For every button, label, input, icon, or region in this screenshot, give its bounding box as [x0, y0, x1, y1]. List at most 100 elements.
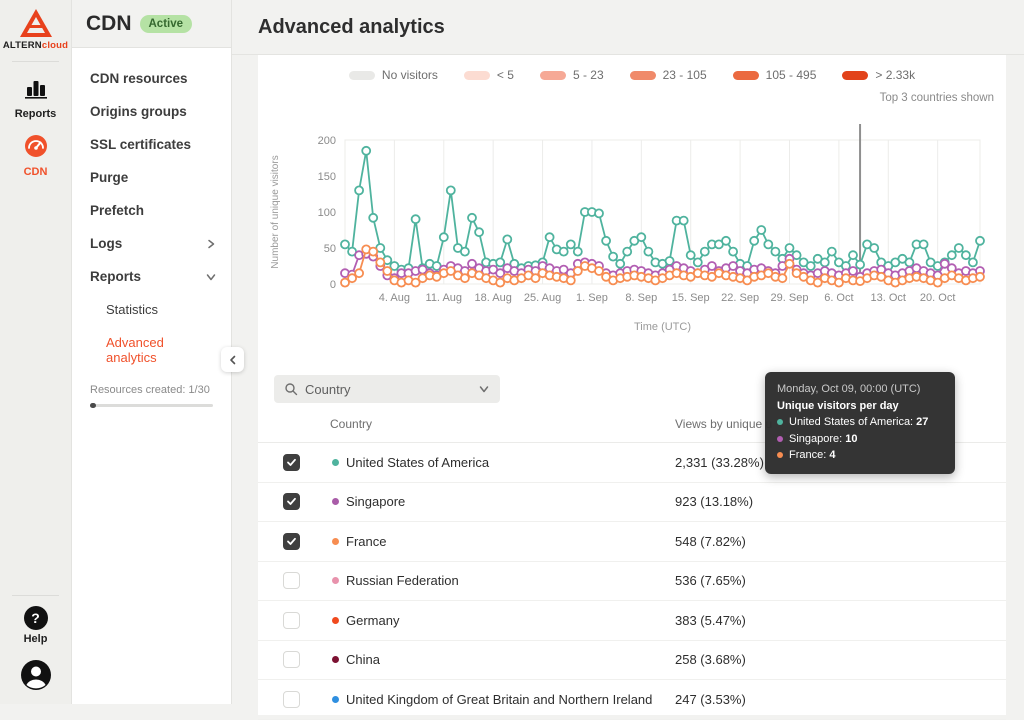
svg-text:22. Sep: 22. Sep	[721, 292, 759, 304]
country-color-dot	[332, 498, 339, 505]
country-name: France	[346, 534, 675, 549]
sidebar-item-statistics[interactable]: Statistics	[72, 293, 231, 326]
legend-item: 23 - 105	[630, 68, 707, 82]
brand-logo: ALTERNcloud	[0, 0, 71, 51]
check-icon	[286, 536, 297, 547]
row-checkbox[interactable]	[283, 651, 300, 668]
country-color-dot	[332, 656, 339, 663]
svg-text:100: 100	[318, 207, 336, 219]
rail-divider	[12, 595, 59, 596]
visitors-legend: No visitors < 5 5 - 23 23 - 105 105 - 49…	[258, 55, 1006, 82]
legend-label: < 5	[497, 68, 514, 82]
country-filter-dropdown[interactable]: Country	[274, 375, 500, 403]
country-name: China	[346, 652, 675, 667]
help-label: Help	[0, 633, 71, 645]
legend-color-pill	[540, 71, 566, 80]
sidebar-item-origins-groups[interactable]: Origins groups	[72, 95, 231, 128]
table-row[interactable]: United Kingdom of Great Britain and Nort…	[258, 680, 1006, 720]
check-icon	[286, 457, 297, 468]
row-checkbox[interactable]	[283, 493, 300, 510]
svg-text:4. Aug: 4. Aug	[379, 292, 410, 304]
top-countries-note: Top 3 countries shown	[258, 82, 1006, 104]
table-row[interactable]: France 548 (7.82%)	[258, 522, 1006, 562]
unique-visitors-chart[interactable]: 4. Aug 11. Aug 18. Aug 25. Aug 1. Sep 8. Sep 1…	[258, 106, 1006, 343]
sidebar-item-purge[interactable]: Purge	[72, 161, 231, 194]
chevron-right-icon	[205, 238, 217, 250]
chevron-down-icon	[478, 383, 490, 395]
svg-text:1. Sep: 1. Sep	[576, 292, 608, 304]
svg-text:18. Aug: 18. Aug	[475, 292, 512, 304]
check-icon	[286, 496, 297, 507]
legend-label: 5 - 23	[573, 68, 604, 82]
legend-color-pill	[842, 71, 868, 80]
sidebar-item-cdn-resources[interactable]: CDN resources	[72, 62, 231, 95]
sidebar-title: CDN	[86, 12, 132, 36]
svg-text:50: 50	[324, 243, 336, 255]
country-name: Germany	[346, 613, 675, 628]
sidebar-item-ssl-certificates[interactable]: SSL certificates	[72, 128, 231, 161]
svg-text:150: 150	[318, 171, 336, 183]
sidebar-collapse-button[interactable]	[221, 347, 244, 372]
legend-color-pill	[464, 71, 490, 80]
brand-logo-text: ALTERNcloud	[0, 40, 71, 51]
table-row[interactable]: Germany 383 (5.47%)	[258, 601, 1006, 641]
resources-created-note: Resources created: 1/30	[72, 374, 231, 396]
legend-color-pill	[349, 71, 375, 80]
svg-text:Time (UTC): Time (UTC)	[634, 321, 691, 333]
row-checkbox[interactable]	[283, 691, 300, 708]
svg-text:13. Oct: 13. Oct	[871, 292, 906, 304]
help-icon[interactable]: ?	[24, 606, 48, 630]
tooltip-series-dot	[777, 452, 783, 458]
row-checkbox[interactable]	[283, 572, 300, 589]
country-views-value: 923 (13.18%)	[675, 494, 1006, 509]
column-header-country: Country	[258, 417, 675, 431]
country-name: United States of America	[346, 455, 675, 470]
tooltip-series-row: Singapore: 10	[777, 431, 943, 448]
tooltip-series-label: United States of America: 27	[789, 414, 928, 431]
country-views-value: 247 (3.53%)	[675, 692, 1006, 707]
legend-item: No visitors	[349, 68, 438, 82]
resources-progress-fill	[90, 403, 96, 408]
tooltip-series-dot	[777, 419, 783, 425]
svg-text:25. Aug: 25. Aug	[524, 292, 561, 304]
legend-color-pill	[630, 71, 656, 80]
legend-item: > 2.33k	[842, 68, 915, 82]
icon-rail: ALTERNcloud Reports CDN ? Help	[0, 0, 72, 704]
country-name: Singapore	[346, 494, 675, 509]
svg-text:200: 200	[318, 135, 336, 147]
cdn-sidebar: CDN Active CDN resources Origins groups …	[72, 0, 232, 704]
country-name: Russian Federation	[346, 573, 675, 588]
chevron-down-icon	[205, 271, 217, 283]
svg-text:11. Aug: 11. Aug	[426, 292, 463, 304]
legend-item: 105 - 495	[733, 68, 817, 82]
rail-item-reports[interactable]: Reports	[0, 72, 71, 128]
legend-label: > 2.33k	[875, 68, 915, 82]
tooltip-series-label: France: 4	[789, 447, 835, 464]
sidebar-item-prefetch[interactable]: Prefetch	[72, 194, 231, 227]
sidebar-item-logs[interactable]: Logs	[72, 227, 231, 260]
page-header: Advanced analytics	[232, 0, 1024, 55]
table-row[interactable]: Russian Federation 536 (7.65%)	[258, 562, 1006, 602]
rail-item-cdn[interactable]: CDN	[0, 128, 71, 186]
sidebar-item-advanced-analytics[interactable]: Advanced analytics	[72, 326, 231, 374]
tooltip-series-dot	[777, 436, 783, 442]
tooltip-series-label: Singapore: 10	[789, 431, 858, 448]
sidebar-menu: CDN resources Origins groups SSL certifi…	[72, 48, 231, 374]
tooltip-series-row: France: 4	[777, 447, 943, 464]
table-row[interactable]: China 258 (3.68%)	[258, 641, 1006, 681]
resources-progress-bar	[90, 404, 213, 407]
svg-text:8. Sep: 8. Sep	[625, 292, 657, 304]
bar-chart-icon	[23, 78, 49, 100]
row-checkbox[interactable]	[283, 612, 300, 629]
table-row[interactable]: Singapore 923 (13.18%)	[258, 483, 1006, 523]
tooltip-title: Unique visitors per day	[777, 398, 943, 415]
status-badge: Active	[140, 15, 193, 33]
row-checkbox[interactable]	[283, 454, 300, 471]
country-color-dot	[332, 459, 339, 466]
svg-text:6. Oct: 6. Oct	[824, 292, 853, 304]
sidebar-item-reports[interactable]: Reports	[72, 260, 231, 293]
avatar[interactable]	[20, 659, 52, 691]
row-checkbox[interactable]	[283, 533, 300, 550]
country-views-value: 258 (3.68%)	[675, 652, 1006, 667]
country-views-value: 548 (7.82%)	[675, 534, 1006, 549]
